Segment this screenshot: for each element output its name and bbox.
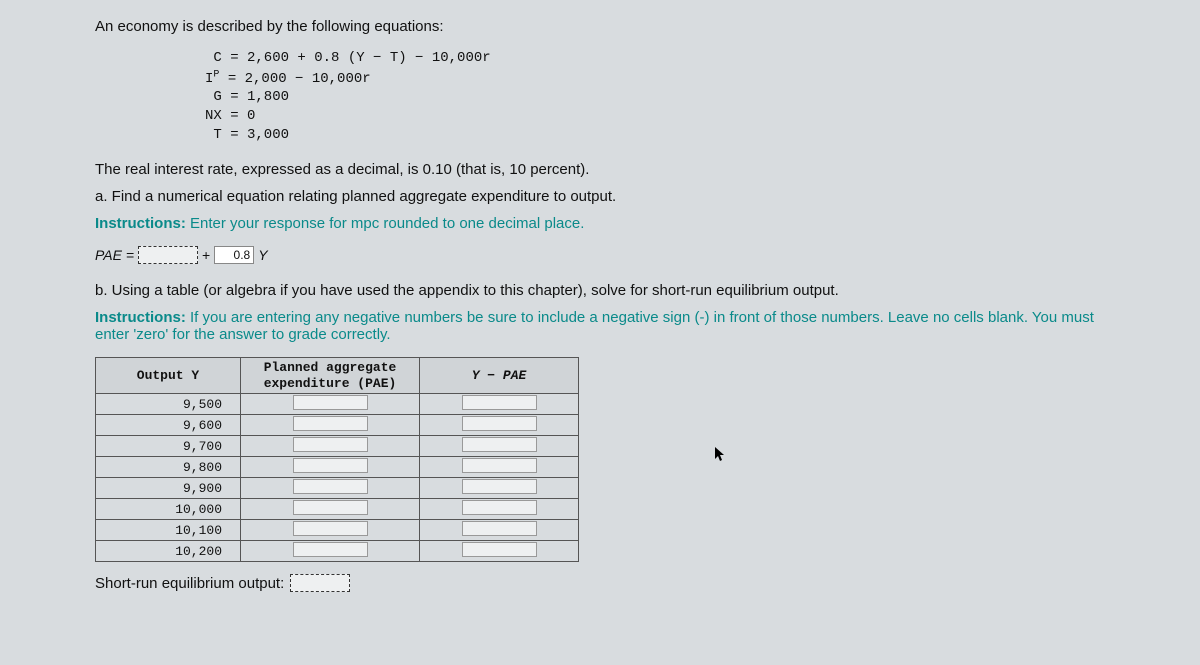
diff-cell-input[interactable] xyxy=(462,416,537,431)
diff-cell xyxy=(420,520,579,541)
output-cell: 9,900 xyxy=(96,478,241,499)
diff-cell-input[interactable] xyxy=(462,437,537,452)
diff-cell xyxy=(420,457,579,478)
diff-cell-input[interactable] xyxy=(462,458,537,473)
short-run-row: Short-run equilibrium output: xyxy=(95,574,1120,592)
pae-cell-input[interactable] xyxy=(293,500,368,515)
pae-cell-input[interactable] xyxy=(293,458,368,473)
diff-cell-input[interactable] xyxy=(462,521,537,536)
short-run-input[interactable] xyxy=(290,574,350,592)
table-row: 9,800 xyxy=(96,457,579,478)
intro-text: An economy is described by the following… xyxy=(95,18,1120,35)
col-header-output: Output Y xyxy=(96,358,241,394)
pae-cell-input[interactable] xyxy=(293,479,368,494)
instructions-a: Instructions: Enter your response for mp… xyxy=(95,215,1120,232)
short-run-label: Short-run equilibrium output: xyxy=(95,575,284,592)
pae-table: Output Y Planned aggregateexpenditure (P… xyxy=(95,357,579,562)
pae-cell-input[interactable] xyxy=(293,521,368,536)
pae-mpc-input[interactable]: 0.8 xyxy=(214,246,254,264)
diff-cell xyxy=(420,436,579,457)
diff-cell xyxy=(420,394,579,415)
eq-line-1: IP = 2,000 − 10,000r xyxy=(205,71,371,87)
pae-cell xyxy=(241,415,420,436)
pae-cell-input[interactable] xyxy=(293,395,368,410)
diff-cell-input[interactable] xyxy=(462,395,537,410)
pae-cell xyxy=(241,499,420,520)
diff-cell xyxy=(420,478,579,499)
instructions-a-label: Instructions: xyxy=(95,215,186,232)
pae-label: PAE = xyxy=(95,247,134,263)
pae-cell xyxy=(241,457,420,478)
col-header-pae: Planned aggregateexpenditure (PAE) xyxy=(241,358,420,394)
table-row: 9,700 xyxy=(96,436,579,457)
part-b-text: b. Using a table (or algebra if you have… xyxy=(95,282,1120,299)
pae-cell xyxy=(241,520,420,541)
diff-cell xyxy=(420,415,579,436)
instructions-b: Instructions: If you are entering any ne… xyxy=(95,309,1120,343)
eq-line-4: T = 3,000 xyxy=(205,127,289,143)
pae-cell xyxy=(241,394,420,415)
eq-line-2: G = 1,800 xyxy=(205,89,289,105)
output-cell: 9,700 xyxy=(96,436,241,457)
output-cell: 10,000 xyxy=(96,499,241,520)
table-row: 9,900 xyxy=(96,478,579,499)
eq-line-3: NX = 0 xyxy=(205,108,255,124)
diff-cell xyxy=(420,499,579,520)
pae-cell-input[interactable] xyxy=(293,437,368,452)
table-row: 10,100 xyxy=(96,520,579,541)
pae-plus: + xyxy=(202,247,210,263)
pae-cell xyxy=(241,541,420,562)
table-row: 10,200 xyxy=(96,541,579,562)
output-cell: 10,200 xyxy=(96,541,241,562)
pae-cell xyxy=(241,478,420,499)
pae-intercept-input[interactable] xyxy=(138,246,198,264)
instructions-a-body: Enter your response for mpc rounded to o… xyxy=(186,215,585,232)
pae-cell-input[interactable] xyxy=(293,416,368,431)
instructions-b-label: Instructions: xyxy=(95,309,186,326)
instructions-b-body: If you are entering any negative numbers… xyxy=(95,309,1094,343)
table-row: 9,600 xyxy=(96,415,579,436)
table-row: 9,500 xyxy=(96,394,579,415)
output-cell: 9,500 xyxy=(96,394,241,415)
table-header-row: Output Y Planned aggregateexpenditure (P… xyxy=(96,358,579,394)
diff-cell-input[interactable] xyxy=(462,542,537,557)
eq-line-0: C = 2,600 + 0.8 (Y − T) − 10,000r xyxy=(205,50,491,66)
diff-cell-input[interactable] xyxy=(462,500,537,515)
table-row: 10,000 xyxy=(96,499,579,520)
pae-cell-input[interactable] xyxy=(293,542,368,557)
part-a-text: a. Find a numerical equation relating pl… xyxy=(95,188,1120,205)
col-header-diff: Y − PAE xyxy=(420,358,579,394)
pae-y-var: Y xyxy=(258,247,267,263)
output-cell: 9,800 xyxy=(96,457,241,478)
pae-cell xyxy=(241,436,420,457)
rate-text: The real interest rate, expressed as a d… xyxy=(95,161,1120,178)
output-cell: 10,100 xyxy=(96,520,241,541)
output-cell: 9,600 xyxy=(96,415,241,436)
diff-cell xyxy=(420,541,579,562)
equation-block: C = 2,600 + 0.8 (Y − T) − 10,000r IP = 2… xyxy=(205,49,1120,145)
pae-equation-row: PAE = + 0.8 Y xyxy=(95,246,1120,264)
diff-cell-input[interactable] xyxy=(462,479,537,494)
